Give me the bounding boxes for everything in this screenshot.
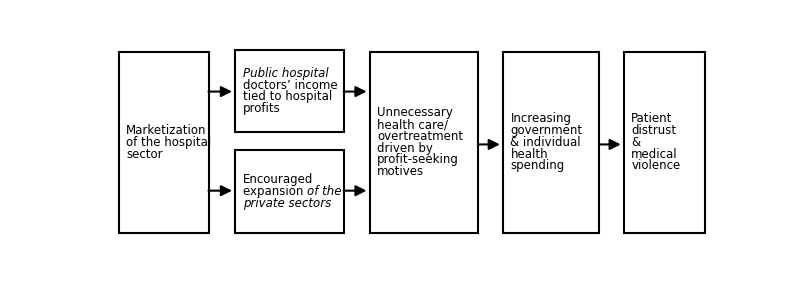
Bar bbox=[624, 52, 705, 233]
Text: health: health bbox=[510, 148, 548, 160]
Bar bbox=[118, 52, 209, 233]
Bar bbox=[235, 50, 344, 132]
Text: sector: sector bbox=[126, 148, 162, 160]
Text: & individual: & individual bbox=[510, 136, 581, 149]
Text: Public hospital: Public hospital bbox=[242, 67, 328, 80]
Text: driven by: driven by bbox=[377, 142, 433, 155]
Text: spending: spending bbox=[510, 159, 565, 172]
Text: expansion: expansion bbox=[242, 185, 306, 198]
Text: medical: medical bbox=[631, 148, 678, 160]
Bar bbox=[370, 52, 478, 233]
Text: Unnecessary: Unnecessary bbox=[377, 106, 453, 119]
Text: Increasing: Increasing bbox=[510, 112, 571, 125]
Text: profit-seeking: profit-seeking bbox=[377, 154, 459, 166]
Bar bbox=[503, 52, 599, 233]
Text: doctors’ income: doctors’ income bbox=[242, 79, 338, 92]
Text: private sectors: private sectors bbox=[242, 196, 331, 210]
Text: Marketization: Marketization bbox=[126, 124, 206, 137]
Text: distrust: distrust bbox=[631, 124, 677, 137]
Text: tied to hospital: tied to hospital bbox=[242, 90, 332, 104]
Text: Encouraged: Encouraged bbox=[242, 173, 313, 186]
Bar bbox=[235, 150, 344, 233]
Text: government: government bbox=[510, 124, 582, 137]
Text: health care/: health care/ bbox=[377, 118, 448, 131]
Text: profits: profits bbox=[242, 102, 280, 115]
Text: motives: motives bbox=[377, 165, 424, 178]
Text: of the: of the bbox=[306, 185, 342, 198]
Text: of the hospital: of the hospital bbox=[126, 136, 211, 149]
Text: &: & bbox=[631, 136, 641, 149]
Text: overtreatment: overtreatment bbox=[377, 130, 463, 143]
Text: violence: violence bbox=[631, 159, 681, 172]
Text: Patient: Patient bbox=[631, 112, 673, 125]
